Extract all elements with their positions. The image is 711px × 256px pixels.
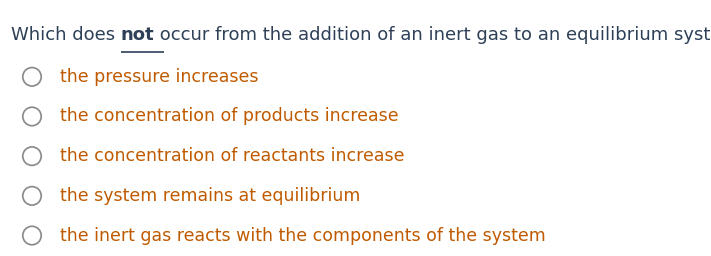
Text: the pressure increases: the pressure increases <box>60 68 259 86</box>
Text: the inert gas reacts with the components of the system: the inert gas reacts with the components… <box>60 227 546 244</box>
Text: the concentration of products increase: the concentration of products increase <box>60 108 399 125</box>
Text: the system remains at equilibrium: the system remains at equilibrium <box>60 187 360 205</box>
Text: the concentration of reactants increase: the concentration of reactants increase <box>60 147 405 165</box>
Text: Which does: Which does <box>11 26 121 44</box>
Text: not: not <box>121 26 154 44</box>
Text: occur from the addition of an inert gas to an equilibrium system?: occur from the addition of an inert gas … <box>154 26 711 44</box>
